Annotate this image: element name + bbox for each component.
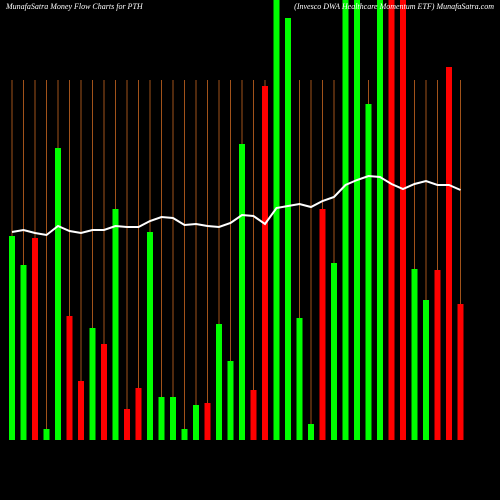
bar: [331, 263, 337, 440]
bar: [89, 328, 96, 440]
bar: [55, 148, 61, 440]
bar: [377, 0, 383, 440]
bar: [20, 265, 27, 440]
bar: [204, 403, 211, 440]
bars: [9, 0, 464, 440]
bar: [446, 67, 452, 440]
bar: [227, 361, 234, 440]
bar: [434, 270, 441, 440]
bar: [400, 0, 406, 440]
bar: [262, 86, 268, 440]
bar: [216, 324, 222, 440]
bar: [308, 424, 314, 440]
bar: [170, 397, 176, 440]
bar: [342, 0, 349, 440]
bar: [193, 405, 199, 440]
bar: [250, 390, 257, 440]
bar: [78, 381, 84, 440]
chart-title: MunafaSatra Money Flow Charts for PTH: [5, 2, 144, 11]
lines: [11, 174, 461, 237]
bar: [147, 232, 153, 440]
bar: [239, 144, 245, 440]
money-flow-line: [11, 174, 461, 237]
bar: [457, 304, 464, 440]
bar: [411, 269, 418, 440]
bar: [112, 209, 119, 440]
chart-subtitle: (Invesco DWA Healthcare Momentum ETF) Mu…: [294, 2, 494, 11]
bar: [319, 209, 326, 440]
bar: [423, 300, 429, 440]
bar: [32, 238, 38, 440]
bar: [124, 409, 130, 440]
bar: [285, 18, 291, 440]
bar: [9, 236, 15, 440]
bar: [101, 344, 107, 440]
bar: [43, 429, 50, 440]
bar: [296, 318, 303, 440]
bar: [181, 429, 188, 440]
bar: [273, 0, 280, 440]
bar: [354, 0, 360, 440]
bar: [388, 0, 395, 440]
bar: [365, 104, 372, 440]
bar: [66, 316, 73, 440]
bar: [135, 388, 142, 440]
bar: [158, 397, 165, 440]
